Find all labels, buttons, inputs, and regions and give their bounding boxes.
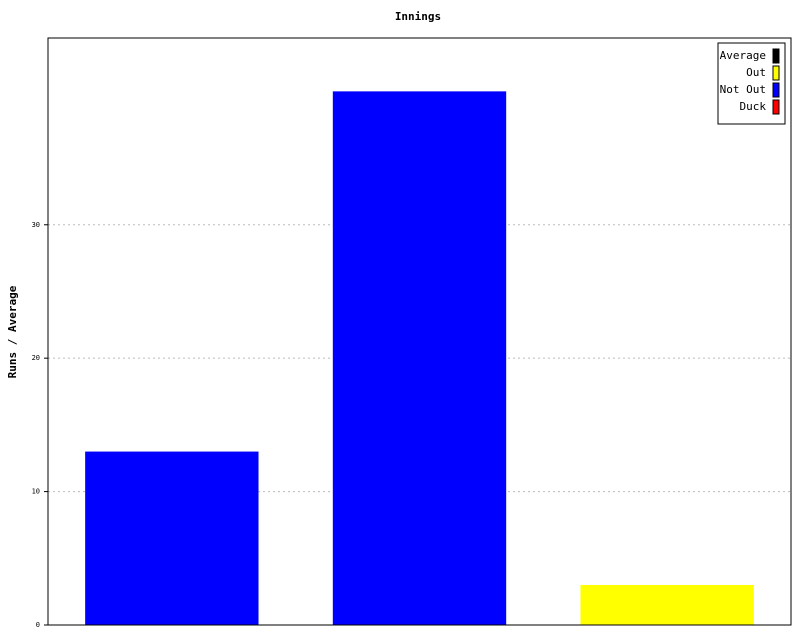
legend-label: Out [746,66,766,79]
legend-swatch [772,65,780,81]
y-tick-label: 10 [32,488,40,496]
bar [332,91,507,625]
legend-swatch [772,48,780,64]
legend-swatch [772,82,780,98]
legend-label: Not Out [720,83,766,96]
y-tick-label: 20 [32,354,40,362]
chart-title: Innings [395,10,441,23]
legend-label: Duck [740,100,767,113]
y-axis-label: Runs / Average [6,285,19,378]
bar [580,584,754,625]
y-tick-label: 30 [32,221,40,229]
legend-swatch [772,99,780,115]
y-tick-label: 0 [36,621,40,629]
plot-frame [47,37,792,626]
legend-label: Average [720,49,766,62]
bar [85,451,259,625]
